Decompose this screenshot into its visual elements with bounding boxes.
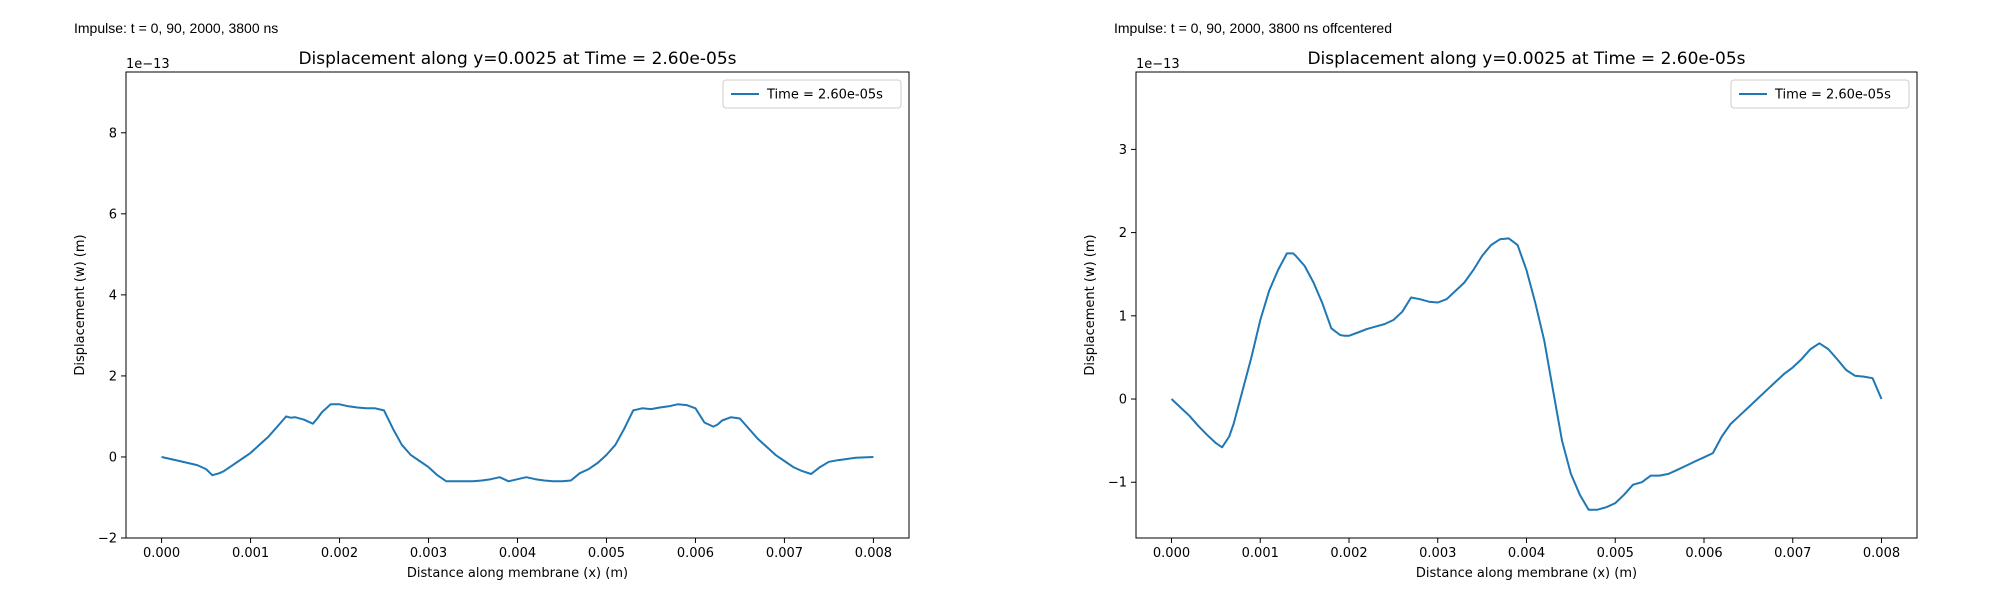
right-y-tick-label: 1 bbox=[1119, 309, 1127, 324]
left-legend-label: Time = 2.60e-05s bbox=[766, 88, 883, 103]
left-x-tick-label: 0.007 bbox=[766, 546, 803, 561]
left-chart: Displacement along y=0.0025 at Time = 2.… bbox=[73, 49, 910, 581]
right-y-offset-text: 1e−13 bbox=[1136, 57, 1180, 72]
left-series-line-0 bbox=[161, 403, 874, 483]
left-y-offset-text: 1e−13 bbox=[126, 57, 170, 72]
right-y-axis-label: Displacement (w) (m) bbox=[1083, 234, 1098, 375]
right-x-tick-label: 0.007 bbox=[1774, 546, 1811, 561]
left-x-tick-label: 0.004 bbox=[499, 546, 536, 561]
right-legend-box bbox=[1730, 79, 1910, 109]
left-x-tick-label: 0.006 bbox=[677, 546, 714, 561]
right-y-tick-label: 2 bbox=[1119, 226, 1127, 241]
left-x-tick-label: 0.003 bbox=[410, 546, 447, 561]
right-x-tick-label: 0.004 bbox=[1508, 546, 1545, 561]
left-y-tick-label: 0 bbox=[109, 450, 117, 465]
right-legend-label: Time = 2.60e-05s bbox=[1774, 88, 1891, 103]
left-plot-frame bbox=[125, 71, 910, 539]
right-x-tick-label: 0.001 bbox=[1242, 546, 1279, 561]
right-y-tick-label: 3 bbox=[1119, 143, 1127, 158]
left-x-tick-label: 0.000 bbox=[143, 546, 180, 561]
right-series-line-0 bbox=[1170, 237, 1883, 511]
left-panel-caption: Impulse: t = 0, 90, 2000, 3800 ns bbox=[74, 20, 279, 36]
left-x-tick-label: 0.001 bbox=[232, 546, 269, 561]
right-panel-caption: Impulse: t = 0, 90, 2000, 3800 ns offcen… bbox=[1114, 20, 1392, 36]
left-chart-title: Displacement along y=0.0025 at Time = 2.… bbox=[298, 49, 736, 69]
left-y-tick-label: −2 bbox=[98, 532, 117, 547]
left-y-tick-label: 2 bbox=[109, 369, 117, 384]
left-legend-box bbox=[722, 79, 902, 109]
left-y-tick-label: 8 bbox=[109, 126, 117, 141]
right-x-tick-label: 0.002 bbox=[1330, 546, 1367, 561]
left-x-tick-label: 0.002 bbox=[321, 546, 358, 561]
right-y-tick-label: 0 bbox=[1119, 393, 1127, 408]
right-chart: Displacement along y=0.0025 at Time = 2.… bbox=[1083, 49, 1918, 581]
left-y-tick-label: 6 bbox=[109, 207, 117, 222]
left-x-tick-label: 0.008 bbox=[855, 546, 892, 561]
left-x-tick-label: 0.005 bbox=[588, 546, 625, 561]
right-y-tick-label: −1 bbox=[1108, 476, 1127, 491]
right-plot-frame bbox=[1135, 71, 1918, 539]
right-x-tick-label: 0.008 bbox=[1863, 546, 1900, 561]
right-x-tick-label: 0.005 bbox=[1597, 546, 1634, 561]
right-x-tick-label: 0.000 bbox=[1153, 546, 1190, 561]
right-x-axis-label: Distance along membrane (x) (m) bbox=[1416, 566, 1637, 581]
left-y-axis-label: Displacement (w) (m) bbox=[73, 234, 88, 375]
right-x-tick-label: 0.003 bbox=[1419, 546, 1456, 561]
left-x-axis-label: Distance along membrane (x) (m) bbox=[407, 566, 628, 581]
right-x-tick-label: 0.006 bbox=[1685, 546, 1722, 561]
right-chart-title: Displacement along y=0.0025 at Time = 2.… bbox=[1307, 49, 1745, 69]
left-y-tick-label: 4 bbox=[109, 288, 117, 303]
